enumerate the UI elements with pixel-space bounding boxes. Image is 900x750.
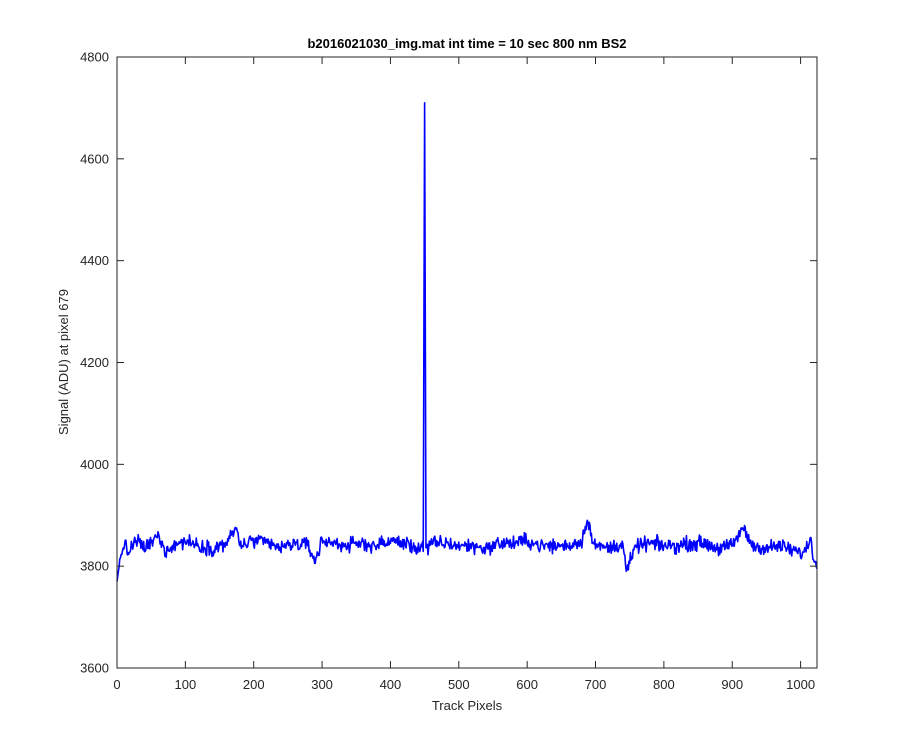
y-tick-label: 4200: [80, 355, 109, 370]
x-tick-label: 500: [448, 677, 470, 692]
x-tick-label: 700: [585, 677, 607, 692]
x-axis-label: Track Pixels: [432, 698, 503, 713]
chart-title: b2016021030_img.mat int time = 10 sec 80…: [307, 36, 626, 51]
series-line: [116, 102, 818, 582]
plot-area: [117, 57, 817, 668]
y-tick-label: 4000: [80, 457, 109, 472]
series-layer: [116, 102, 818, 582]
x-tick-label: 100: [175, 677, 197, 692]
x-tick-label: 800: [653, 677, 675, 692]
y-axis-ticks: 3600 3800 4000 4200 4400 4600 4800: [80, 50, 817, 676]
x-tick-label: 900: [721, 677, 743, 692]
y-tick-label: 3800: [80, 559, 109, 574]
x-tick-label: 0: [113, 677, 120, 692]
x-axis-ticks: 0 100 200 300 400 500 600 700 800 900 1000: [113, 57, 815, 692]
x-tick-label: 400: [380, 677, 402, 692]
x-tick-label: 1000: [786, 677, 815, 692]
x-tick-label: 200: [243, 677, 265, 692]
y-tick-label: 4600: [80, 151, 109, 166]
y-tick-label: 3600: [80, 661, 109, 676]
x-tick-label: 300: [311, 677, 333, 692]
y-tick-label: 4800: [80, 50, 109, 65]
x-tick-label: 600: [516, 677, 538, 692]
y-axis-label: Signal (ADU) at pixel 679: [56, 289, 71, 435]
y-tick-label: 4400: [80, 253, 109, 268]
